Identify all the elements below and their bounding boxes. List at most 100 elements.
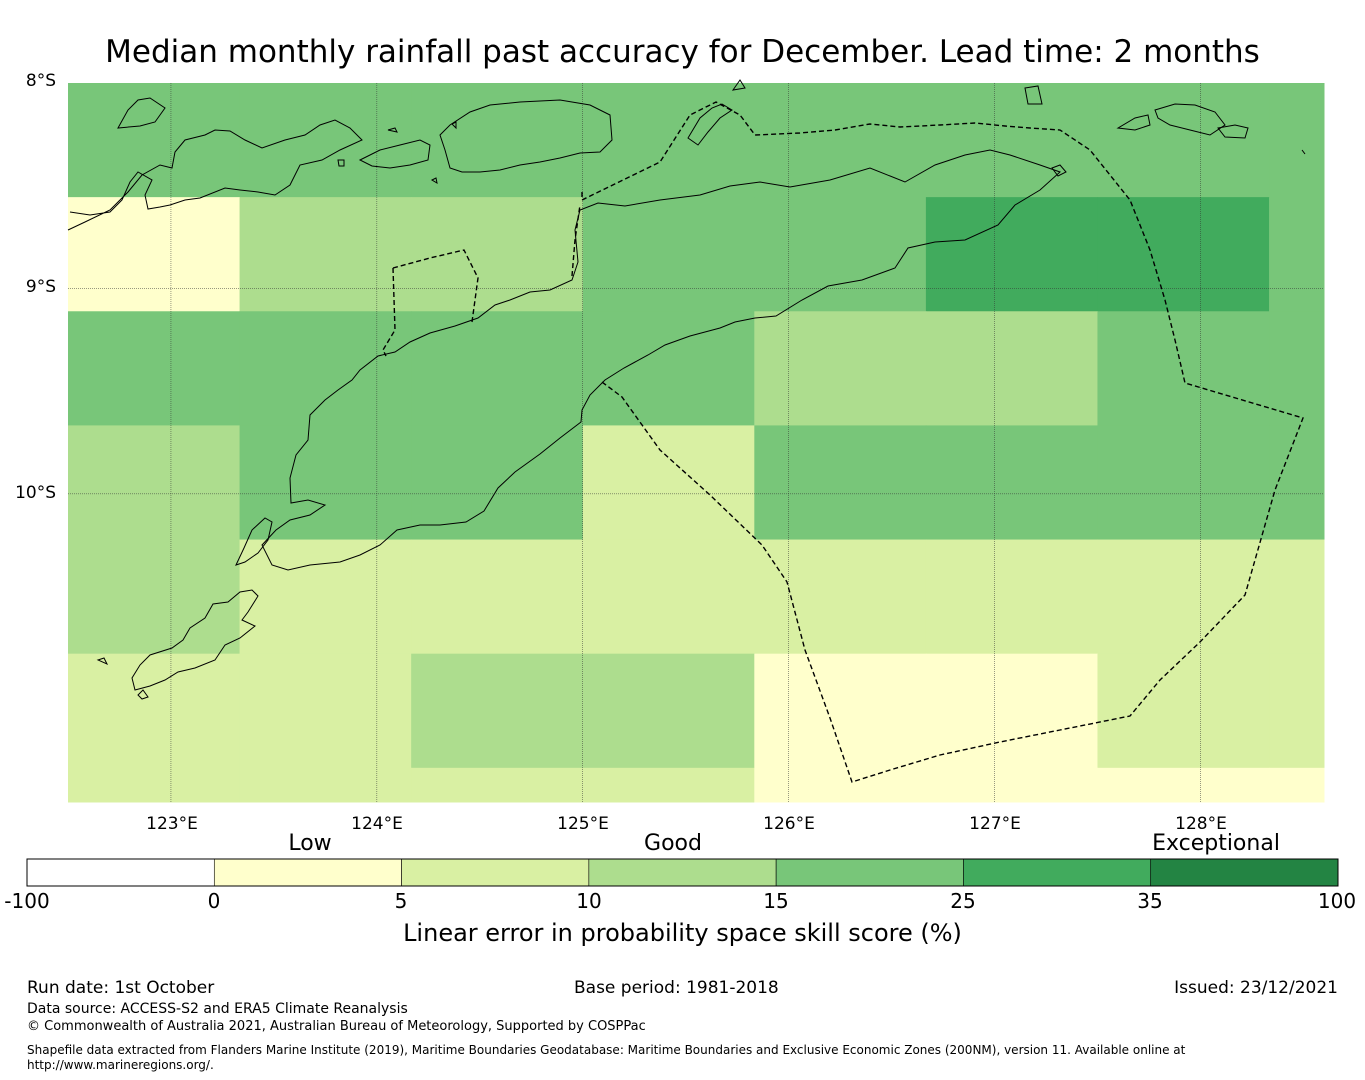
grid-cell bbox=[411, 311, 584, 426]
grid-cell bbox=[68, 83, 241, 198]
grid-cell bbox=[1097, 767, 1270, 803]
lon-label-125e: 125°E bbox=[557, 814, 609, 834]
grid-cell bbox=[1269, 83, 1325, 198]
lon-label-126e: 126°E bbox=[763, 814, 815, 834]
issued-date: Issued: 23/12/2021 bbox=[1174, 978, 1338, 998]
lon-label-123e: 123°E bbox=[146, 814, 198, 834]
grid-cell bbox=[68, 311, 241, 426]
lat-label-10s: 10°S bbox=[15, 483, 56, 503]
copyright: © Commonwealth of Australia 2021, Austra… bbox=[27, 1019, 646, 1034]
grid-cell bbox=[68, 539, 241, 655]
grid-cell bbox=[1097, 653, 1270, 769]
grid-cell bbox=[582, 83, 755, 198]
grid-cell bbox=[68, 767, 241, 803]
colorbar-tick: 25 bbox=[950, 889, 976, 913]
grid-cell bbox=[582, 197, 755, 312]
flores-coastline bbox=[67, 119, 363, 231]
grid-cell bbox=[411, 767, 584, 803]
grid-cell bbox=[1097, 539, 1270, 655]
small-island-3 bbox=[337, 159, 345, 167]
category-low: Low bbox=[288, 831, 332, 856]
grid-cell bbox=[754, 311, 927, 426]
data-source: Data source: ACCESS-S2 and ERA5 Climate … bbox=[27, 1001, 408, 1017]
adonara-coastline bbox=[358, 139, 431, 169]
romang-coastline bbox=[1024, 85, 1043, 105]
ndao-coastline bbox=[137, 689, 149, 700]
colorbar-tick: 10 bbox=[576, 889, 602, 913]
timor-coastline bbox=[261, 149, 1061, 571]
lon-label-124e: 124°E bbox=[351, 814, 403, 834]
grid-cell bbox=[239, 311, 412, 426]
eez-boundary-east bbox=[581, 101, 1304, 783]
grid-cell bbox=[239, 425, 412, 541]
grid-cell bbox=[411, 425, 584, 541]
lembata-coastline bbox=[439, 99, 613, 173]
eez-boundary-north bbox=[571, 204, 581, 277]
grid-cell bbox=[582, 767, 755, 803]
small-island-2 bbox=[1301, 149, 1306, 155]
small-island-4 bbox=[430, 177, 438, 185]
small-island-1 bbox=[96, 657, 109, 666]
grid-cell bbox=[1269, 425, 1325, 541]
grid-cell bbox=[754, 767, 927, 803]
grid-cell bbox=[239, 83, 412, 198]
grid-cell bbox=[925, 767, 1098, 803]
grid-cell bbox=[1269, 653, 1325, 769]
lat-label-8s: 8°S bbox=[25, 71, 56, 91]
shapefile-credit-line1: Shapefile data extracted from Flanders M… bbox=[27, 1043, 1186, 1057]
grid-cell bbox=[754, 653, 927, 769]
lon-label-127e: 127°E bbox=[969, 814, 1021, 834]
grid-cell bbox=[754, 197, 927, 312]
grid-cell bbox=[582, 539, 755, 655]
eez-boundary-oecusse bbox=[382, 249, 479, 357]
grid-cell bbox=[1269, 767, 1325, 803]
map-title: Median monthly rainfall past accuracy fo… bbox=[105, 34, 1260, 70]
grid-cell bbox=[239, 539, 412, 655]
grid-cell bbox=[1269, 197, 1325, 312]
semau-coastline bbox=[235, 517, 273, 566]
grid-cell bbox=[239, 767, 412, 803]
colorbar-tick: 35 bbox=[1137, 889, 1163, 913]
grid-cell bbox=[582, 425, 755, 541]
shapefile-credit-line2: http://www.marineregions.org/. bbox=[27, 1058, 214, 1072]
grid-cell bbox=[1097, 83, 1270, 198]
grid-cell bbox=[754, 425, 927, 541]
colorbar-tick: -100 bbox=[4, 889, 50, 913]
category-good: Good bbox=[644, 831, 702, 856]
grid-cell bbox=[239, 653, 412, 769]
colorbar-tick: 100 bbox=[1317, 889, 1357, 913]
grid-cell bbox=[239, 197, 412, 312]
small-island-6 bbox=[451, 121, 457, 130]
base-period: Base period: 1981-2018 bbox=[574, 978, 779, 998]
grid-cell bbox=[411, 539, 584, 655]
moa-coastline bbox=[1154, 103, 1226, 136]
small-island-5 bbox=[387, 127, 398, 133]
grid-cell bbox=[925, 197, 1098, 312]
colorbar-tick: 15 bbox=[763, 889, 789, 913]
maritime-boundaries bbox=[382, 101, 1304, 783]
run-date: Run date: 1st October bbox=[27, 978, 215, 998]
colorbar-tick: 0 bbox=[207, 889, 221, 913]
grid-cell bbox=[925, 311, 1098, 426]
grid-cell bbox=[925, 653, 1098, 769]
colorbar-tick: 5 bbox=[394, 889, 408, 913]
graticule bbox=[68, 83, 1324, 802]
lat-label-9s: 9°S bbox=[25, 277, 56, 297]
grid-cell bbox=[582, 311, 755, 426]
category-exceptional: Exceptional bbox=[1152, 831, 1280, 856]
grid-cell bbox=[1269, 311, 1325, 426]
grid-cell bbox=[1097, 425, 1270, 541]
grid-cell bbox=[68, 653, 241, 769]
atauro-coastline bbox=[731, 79, 746, 91]
grid-cell bbox=[925, 83, 1098, 198]
rote-coastline bbox=[131, 589, 259, 691]
wetar-coastline bbox=[687, 103, 733, 146]
coastlines bbox=[67, 79, 1306, 700]
grid-cell bbox=[582, 653, 755, 769]
grid-cell bbox=[411, 83, 584, 198]
grid-cell bbox=[925, 539, 1098, 655]
leti-coastline bbox=[1116, 114, 1151, 131]
grid-cell bbox=[411, 653, 584, 769]
kisar-coastline bbox=[1051, 164, 1067, 177]
